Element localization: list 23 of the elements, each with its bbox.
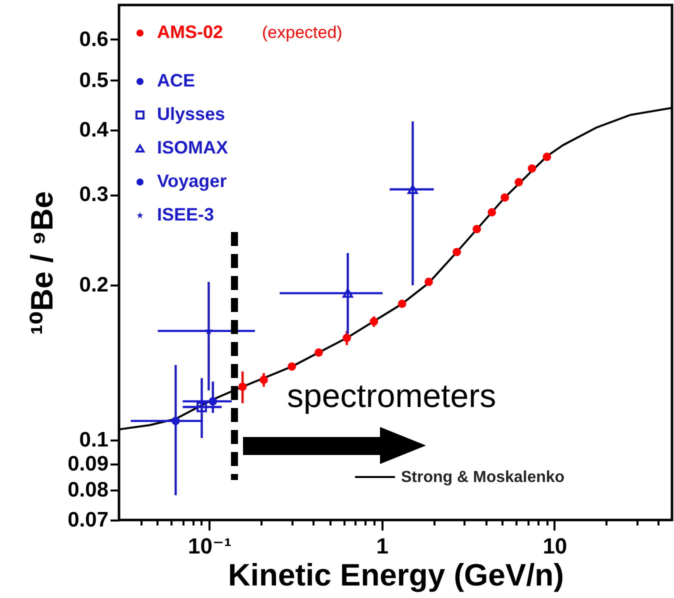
x-tick-label: 1 <box>376 534 388 558</box>
y-axis-title: ¹⁰Be / ⁹Be <box>24 191 60 335</box>
legend-label: Ulysses <box>157 104 226 124</box>
x-tick-label: 10⁻¹ <box>188 534 232 558</box>
y-tick-label: 0.07 <box>68 508 108 532</box>
x-axis-title: Kinetic Energy (GeV/n) <box>228 558 564 592</box>
legend-label: AMS-02 <box>157 22 224 42</box>
y-tick-label: 0.08 <box>68 478 109 502</box>
y-tick-label: 0.4 <box>79 118 109 142</box>
legend-label: ISOMAX <box>157 138 228 158</box>
y-tick-label: 0.5 <box>79 68 109 92</box>
legend-label: Voyager <box>157 171 227 191</box>
y-tick-label: 0.6 <box>79 28 108 51</box>
legend-label: ACE <box>157 70 196 90</box>
annotation: spectrometers <box>287 377 496 414</box>
legend-label: Strong & Moskalenko <box>401 469 565 486</box>
y-tick-label: 0.09 <box>68 452 108 476</box>
y-tick-label: 0.1 <box>79 428 109 452</box>
legend-label: ISEE-3 <box>157 204 214 224</box>
y-tick-label: 0.2 <box>79 274 108 297</box>
x-tick-label: 10 <box>542 534 568 558</box>
annotation: (expected) <box>262 23 342 42</box>
y-tick-label: 0.3 <box>79 183 108 206</box>
